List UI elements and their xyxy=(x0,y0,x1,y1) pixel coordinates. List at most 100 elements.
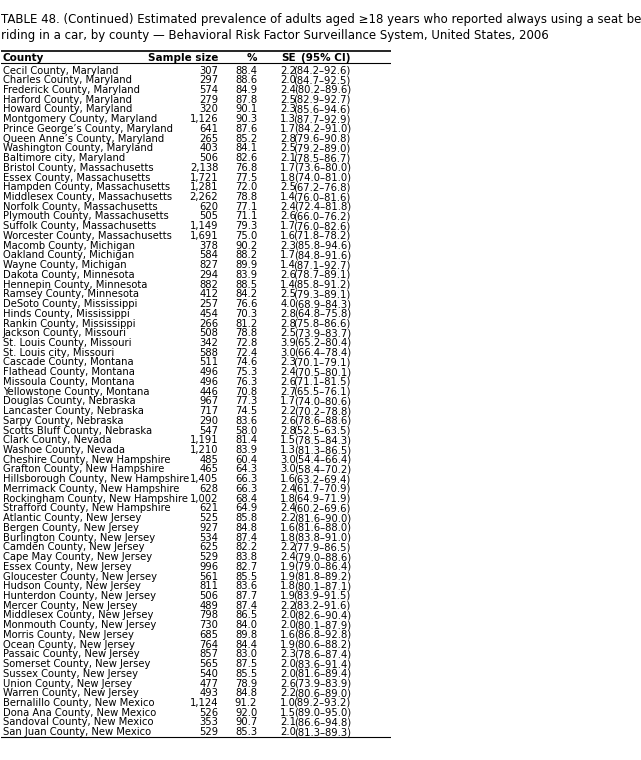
Text: 84.8: 84.8 xyxy=(235,689,257,698)
Text: 87.8: 87.8 xyxy=(235,95,257,105)
Text: 2.2: 2.2 xyxy=(280,406,296,416)
Text: 1.8: 1.8 xyxy=(280,173,296,182)
Text: 2.2: 2.2 xyxy=(280,600,296,611)
Text: 506: 506 xyxy=(199,591,218,601)
Text: Oakland County, Michigan: Oakland County, Michigan xyxy=(3,250,134,261)
Text: (70.2–78.8): (70.2–78.8) xyxy=(294,406,351,416)
Text: 3.9: 3.9 xyxy=(280,338,296,348)
Text: Queen Anne’s County, Maryland: Queen Anne’s County, Maryland xyxy=(3,134,164,144)
Text: 967: 967 xyxy=(199,397,218,407)
Text: 87.6: 87.6 xyxy=(235,124,257,134)
Text: 489: 489 xyxy=(199,600,218,611)
Text: Morris County, New Jersey: Morris County, New Jersey xyxy=(3,630,134,640)
Text: (81.3–86.5): (81.3–86.5) xyxy=(294,445,351,455)
Text: Cheshire County, New Hampshire: Cheshire County, New Hampshire xyxy=(3,454,171,465)
Text: (79.0–86.4): (79.0–86.4) xyxy=(294,562,351,572)
Text: 2.5: 2.5 xyxy=(280,95,296,105)
Text: 540: 540 xyxy=(199,669,218,679)
Text: 1.9: 1.9 xyxy=(280,562,296,572)
Text: (58.4–70.2): (58.4–70.2) xyxy=(294,464,351,474)
Text: 2.4: 2.4 xyxy=(280,503,296,514)
Text: 76.6: 76.6 xyxy=(235,299,257,309)
Text: 534: 534 xyxy=(199,533,218,543)
Text: 2.5: 2.5 xyxy=(280,144,296,154)
Text: 496: 496 xyxy=(199,377,218,387)
Text: (76.0–81.6): (76.0–81.6) xyxy=(294,192,351,202)
Text: 83.0: 83.0 xyxy=(235,649,257,660)
Text: 857: 857 xyxy=(199,649,218,660)
Text: (75.8–86.6): (75.8–86.6) xyxy=(294,318,351,328)
Text: 2.4: 2.4 xyxy=(280,85,296,95)
Text: 84.2: 84.2 xyxy=(235,290,257,299)
Text: 1.7: 1.7 xyxy=(280,124,296,134)
Text: 2.1: 2.1 xyxy=(280,153,296,163)
Text: Hinds County, Mississippi: Hinds County, Mississippi xyxy=(3,309,129,318)
Text: 87.4: 87.4 xyxy=(235,533,257,543)
Text: Rankin County, Mississippi: Rankin County, Mississippi xyxy=(3,318,135,328)
Text: (76.0–82.6): (76.0–82.6) xyxy=(294,221,351,231)
Text: 1.4: 1.4 xyxy=(280,260,296,270)
Text: riding in a car, by county — Behavioral Risk Factor Surveillance System, United : riding in a car, by county — Behavioral … xyxy=(1,30,549,43)
Text: (78.5–86.7): (78.5–86.7) xyxy=(294,153,351,163)
Text: Hunterdon County, New Jersey: Hunterdon County, New Jersey xyxy=(3,591,156,601)
Text: Camden County, New Jersey: Camden County, New Jersey xyxy=(3,543,144,553)
Text: 290: 290 xyxy=(199,416,218,426)
Text: (85.8–91.2): (85.8–91.2) xyxy=(294,280,351,290)
Text: (79.6–90.8): (79.6–90.8) xyxy=(294,134,351,144)
Text: 87.4: 87.4 xyxy=(235,600,257,611)
Text: Bernalillo County, New Mexico: Bernalillo County, New Mexico xyxy=(3,698,154,708)
Text: (63.2–69.4): (63.2–69.4) xyxy=(294,474,351,484)
Text: 85.2: 85.2 xyxy=(235,134,257,144)
Text: 493: 493 xyxy=(199,689,218,698)
Text: 320: 320 xyxy=(199,104,218,115)
Text: 2.6: 2.6 xyxy=(280,679,296,689)
Text: (64.8–75.8): (64.8–75.8) xyxy=(294,309,351,318)
Text: 88.6: 88.6 xyxy=(235,75,257,85)
Text: Suffolk County, Massachusetts: Suffolk County, Massachusetts xyxy=(3,221,156,231)
Text: 72.4: 72.4 xyxy=(235,348,257,358)
Text: Yellowstone County, Montana: Yellowstone County, Montana xyxy=(3,387,149,397)
Text: (65.5–76.1): (65.5–76.1) xyxy=(294,387,351,397)
Text: Middlesex County, New Jersey: Middlesex County, New Jersey xyxy=(3,610,153,620)
Text: 628: 628 xyxy=(199,484,218,494)
Text: 3.0: 3.0 xyxy=(281,454,296,465)
Text: 1,691: 1,691 xyxy=(190,231,218,241)
Text: (73.9–83.7): (73.9–83.7) xyxy=(294,328,351,338)
Text: 2.8: 2.8 xyxy=(280,134,296,144)
Text: 2.8: 2.8 xyxy=(280,426,296,435)
Text: 2.3: 2.3 xyxy=(280,241,296,251)
Text: 297: 297 xyxy=(199,75,218,85)
Text: 1.6: 1.6 xyxy=(280,523,296,533)
Text: 4.0: 4.0 xyxy=(281,299,296,309)
Text: 83.6: 83.6 xyxy=(235,581,257,591)
Text: 1.9: 1.9 xyxy=(280,572,296,581)
Text: (82.6–90.4): (82.6–90.4) xyxy=(294,610,351,620)
Text: Burlington County, New Jersey: Burlington County, New Jersey xyxy=(3,533,155,543)
Text: Howard County, Maryland: Howard County, Maryland xyxy=(3,104,132,115)
Text: (65.2–80.4): (65.2–80.4) xyxy=(294,338,351,348)
Text: 74.5: 74.5 xyxy=(235,406,257,416)
Text: (71.1–81.5): (71.1–81.5) xyxy=(294,377,351,387)
Text: Sussex County, New Jersey: Sussex County, New Jersey xyxy=(3,669,138,679)
Text: Clark County, Nevada: Clark County, Nevada xyxy=(3,435,112,445)
Text: %: % xyxy=(247,53,257,63)
Text: (79.2–89.0): (79.2–89.0) xyxy=(294,144,351,154)
Text: 685: 685 xyxy=(199,630,218,640)
Text: 454: 454 xyxy=(199,309,218,318)
Text: 90.2: 90.2 xyxy=(235,241,257,251)
Text: Sarpy County, Nebraska: Sarpy County, Nebraska xyxy=(3,416,124,426)
Text: 798: 798 xyxy=(199,610,218,620)
Text: 72.0: 72.0 xyxy=(235,182,257,192)
Text: 811: 811 xyxy=(199,581,218,591)
Text: Hillsborough County, New Hampshire: Hillsborough County, New Hampshire xyxy=(3,474,189,484)
Text: (80.6–89.0): (80.6–89.0) xyxy=(294,689,351,698)
Text: 87.7: 87.7 xyxy=(235,591,257,601)
Text: 85.3: 85.3 xyxy=(235,727,257,737)
Text: 83.8: 83.8 xyxy=(235,552,257,562)
Text: 1,191: 1,191 xyxy=(190,435,218,445)
Text: (89.2–93.2): (89.2–93.2) xyxy=(294,698,351,708)
Text: 529: 529 xyxy=(199,727,218,737)
Text: 87.5: 87.5 xyxy=(235,659,257,669)
Text: 1.6: 1.6 xyxy=(280,474,296,484)
Text: 1.5: 1.5 xyxy=(280,435,296,445)
